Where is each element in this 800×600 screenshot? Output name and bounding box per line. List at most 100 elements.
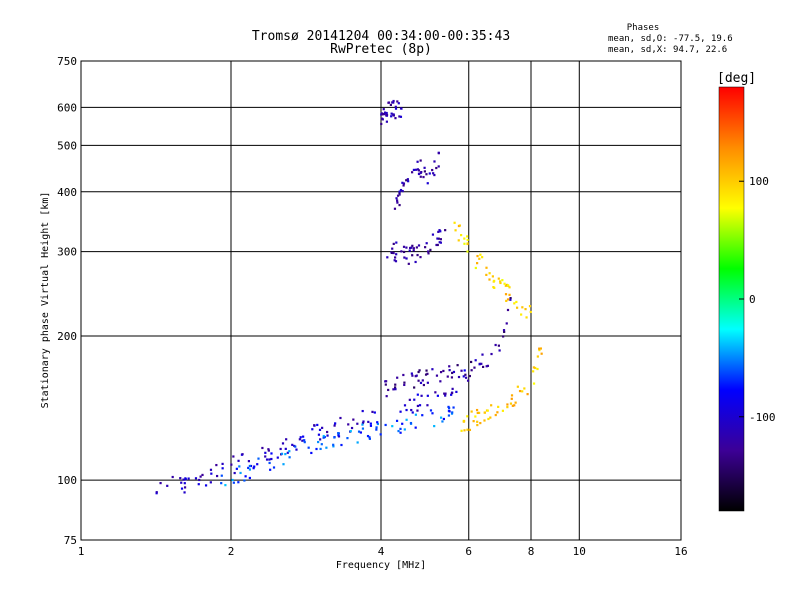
data-point — [426, 404, 429, 407]
data-point — [509, 297, 512, 300]
data-point — [424, 373, 428, 376]
data-point — [506, 284, 510, 287]
data-point — [298, 438, 301, 441]
data-point — [502, 329, 506, 332]
data-point — [407, 262, 410, 265]
data-point — [415, 246, 418, 249]
data-point — [387, 388, 390, 392]
data-point — [458, 224, 461, 227]
data-point — [405, 257, 408, 260]
data-point — [392, 388, 395, 391]
data-point — [536, 355, 539, 358]
data-point — [334, 422, 337, 425]
data-point — [356, 441, 359, 444]
data-point — [490, 404, 493, 407]
data-point — [201, 473, 204, 477]
chart-subtitle: RwPretec (8p) — [330, 42, 432, 57]
trace-points — [386, 229, 447, 265]
data-point — [411, 411, 414, 414]
data-point — [435, 243, 438, 247]
data-point — [419, 159, 422, 162]
data-point — [460, 234, 463, 237]
data-point — [180, 481, 183, 484]
data-point — [412, 249, 415, 252]
data-point — [405, 418, 408, 421]
data-point — [391, 251, 394, 255]
data-point — [369, 422, 372, 425]
data-point — [387, 101, 390, 104]
data-point — [320, 443, 323, 446]
data-point — [414, 260, 417, 264]
data-point — [261, 446, 264, 450]
y-axis-label: Stationary phase Virtual Height [km] — [40, 192, 51, 409]
data-point — [230, 463, 233, 466]
data-point — [379, 433, 382, 436]
data-point — [220, 474, 223, 477]
data-point — [368, 437, 371, 440]
data-point — [252, 467, 255, 470]
data-point — [423, 170, 426, 173]
y-tick-label: 75 — [64, 534, 77, 547]
data-point — [303, 441, 306, 444]
data-point — [444, 392, 447, 395]
data-point — [416, 253, 419, 257]
data-point — [299, 436, 302, 439]
data-point — [437, 237, 440, 240]
data-point — [413, 398, 416, 401]
data-point — [264, 455, 267, 458]
data-point — [221, 467, 224, 470]
data-point — [394, 383, 397, 386]
data-point — [470, 410, 473, 413]
data-point — [462, 375, 465, 378]
data-point — [444, 394, 447, 397]
data-point — [382, 108, 385, 111]
data-point — [416, 160, 419, 163]
data-point — [247, 460, 250, 463]
data-point — [432, 172, 435, 175]
data-point — [502, 335, 505, 338]
data-point — [398, 203, 401, 207]
data-point — [237, 459, 240, 462]
data-point — [209, 481, 212, 484]
y-tick-labels: 75 100 200 300 400 500 600 750 — [57, 55, 77, 547]
trace-points — [393, 151, 440, 210]
data-point — [265, 458, 269, 461]
phase-stats-o: mean, sd,O: -77.5, 19.6 — [608, 34, 733, 44]
data-point — [497, 344, 500, 347]
data-point — [301, 439, 304, 442]
data-point — [416, 404, 419, 408]
data-point — [349, 430, 352, 433]
data-point — [434, 391, 437, 394]
data-point — [485, 266, 488, 269]
data-point — [317, 440, 320, 444]
data-point — [540, 352, 543, 355]
data-point — [510, 394, 514, 397]
data-point — [288, 450, 291, 453]
data-point — [248, 476, 251, 480]
data-point — [405, 179, 408, 182]
phase-stats-x: mean, sd,X: 94.7, 22.6 — [608, 45, 727, 55]
data-point — [438, 229, 441, 232]
data-point — [476, 254, 479, 258]
data-point — [425, 242, 428, 245]
data-point — [394, 105, 397, 108]
data-point — [417, 379, 420, 382]
data-point — [332, 445, 335, 448]
data-point — [352, 418, 355, 421]
data-point — [326, 430, 329, 434]
data-point — [375, 428, 378, 431]
data-point — [179, 477, 182, 480]
data-point — [478, 257, 481, 260]
data-point — [431, 168, 434, 172]
data-point — [466, 428, 469, 431]
data-point — [491, 275, 494, 278]
y-tick-label: 500 — [57, 139, 77, 152]
data-point — [399, 115, 403, 118]
data-point — [410, 372, 413, 375]
data-point — [284, 453, 287, 456]
data-point — [269, 468, 272, 471]
data-point — [536, 367, 539, 371]
data-point — [180, 487, 184, 490]
data-point — [286, 451, 289, 454]
data-point — [532, 366, 535, 369]
